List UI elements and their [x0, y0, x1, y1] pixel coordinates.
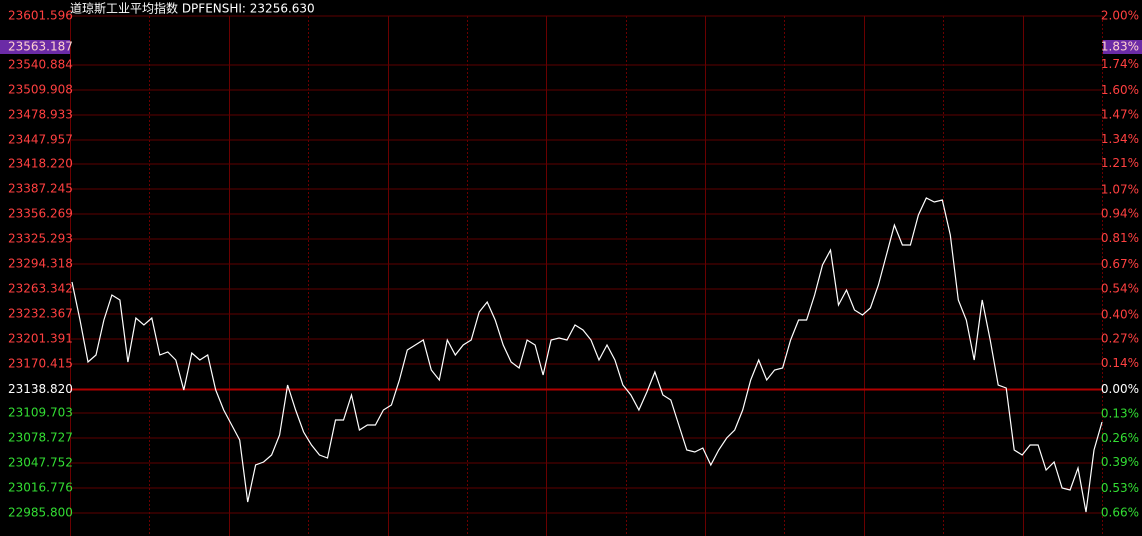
y2-tick-label: 2.00%: [1101, 9, 1139, 23]
y2-tick-label: 0.39%: [1101, 455, 1139, 469]
y2-tick-label: 1.34%: [1101, 132, 1139, 146]
y2-tick-label: 0.94%: [1101, 207, 1139, 221]
y-tick-label: 23294.318: [8, 256, 73, 270]
y-tick-label: 23447.957: [8, 132, 73, 146]
y2-tick-label: 0.54%: [1101, 281, 1139, 295]
y2-tick-label: 0.13%: [1101, 406, 1139, 420]
y-tick-label: 23109.703: [8, 405, 73, 419]
y2-tick-label: 0.40%: [1101, 307, 1139, 321]
y-tick-label: 23540.884: [8, 57, 73, 71]
y-tick-label: 23263.342: [8, 281, 73, 295]
y-tick-label: 23387.245: [8, 181, 73, 195]
y-tick-label: 23418.220: [8, 157, 73, 171]
grid: [70, 15, 1103, 536]
y2-tick-label: 1.47%: [1101, 108, 1139, 122]
y2-tick-label: 0.81%: [1101, 231, 1139, 245]
y2-tick-label: 0.67%: [1101, 257, 1139, 271]
y2-tick-label: 0.27%: [1101, 332, 1139, 346]
y2-tick-label: 0.14%: [1101, 356, 1139, 370]
y-tick-label: 23047.752: [8, 455, 73, 469]
cursor-label-right: 1.83%: [1101, 39, 1139, 53]
y-tick-label: 23356.269: [8, 206, 73, 220]
y2-tick-label: 1.60%: [1101, 83, 1139, 97]
cursor-box-left: [0, 39, 70, 54]
y-tick-label: 23078.727: [8, 430, 73, 444]
marks: [71, 197, 1103, 513]
y2-tick-label: 1.74%: [1101, 57, 1139, 71]
y-tick-label: 23016.776: [8, 480, 73, 494]
y-tick-label: 23478.933: [8, 107, 73, 121]
y-tick-label: 23170.415: [8, 356, 73, 370]
y-tick-label: 23325.293: [8, 232, 73, 246]
price-line: [71, 197, 1103, 513]
y-tick-label: 22985.800: [8, 506, 73, 520]
y-tick-label: 23201.391: [8, 331, 73, 345]
y-tick-label: 23138.820: [8, 382, 73, 396]
y2-tick-label: 0.66%: [1101, 506, 1139, 520]
chart-title: 道琼斯工业平均指数 DPFENSHI: 23256.630: [70, 1, 315, 16]
y2-tick-label: 0.00%: [1101, 382, 1139, 396]
y-tick-label: 23509.908: [8, 83, 73, 97]
y2-tick-label: 0.53%: [1101, 481, 1139, 495]
y-tick-label: 23232.367: [8, 306, 73, 320]
cursor-box-right: [1103, 39, 1142, 54]
y2-tick-label: 1.21%: [1101, 156, 1139, 170]
y2-tick-label: 0.26%: [1101, 431, 1139, 445]
cursor-label-left: 23563.187: [8, 39, 73, 53]
y2-tick-label: 1.07%: [1101, 182, 1139, 196]
y-tick-label: 23601.596: [8, 9, 73, 23]
